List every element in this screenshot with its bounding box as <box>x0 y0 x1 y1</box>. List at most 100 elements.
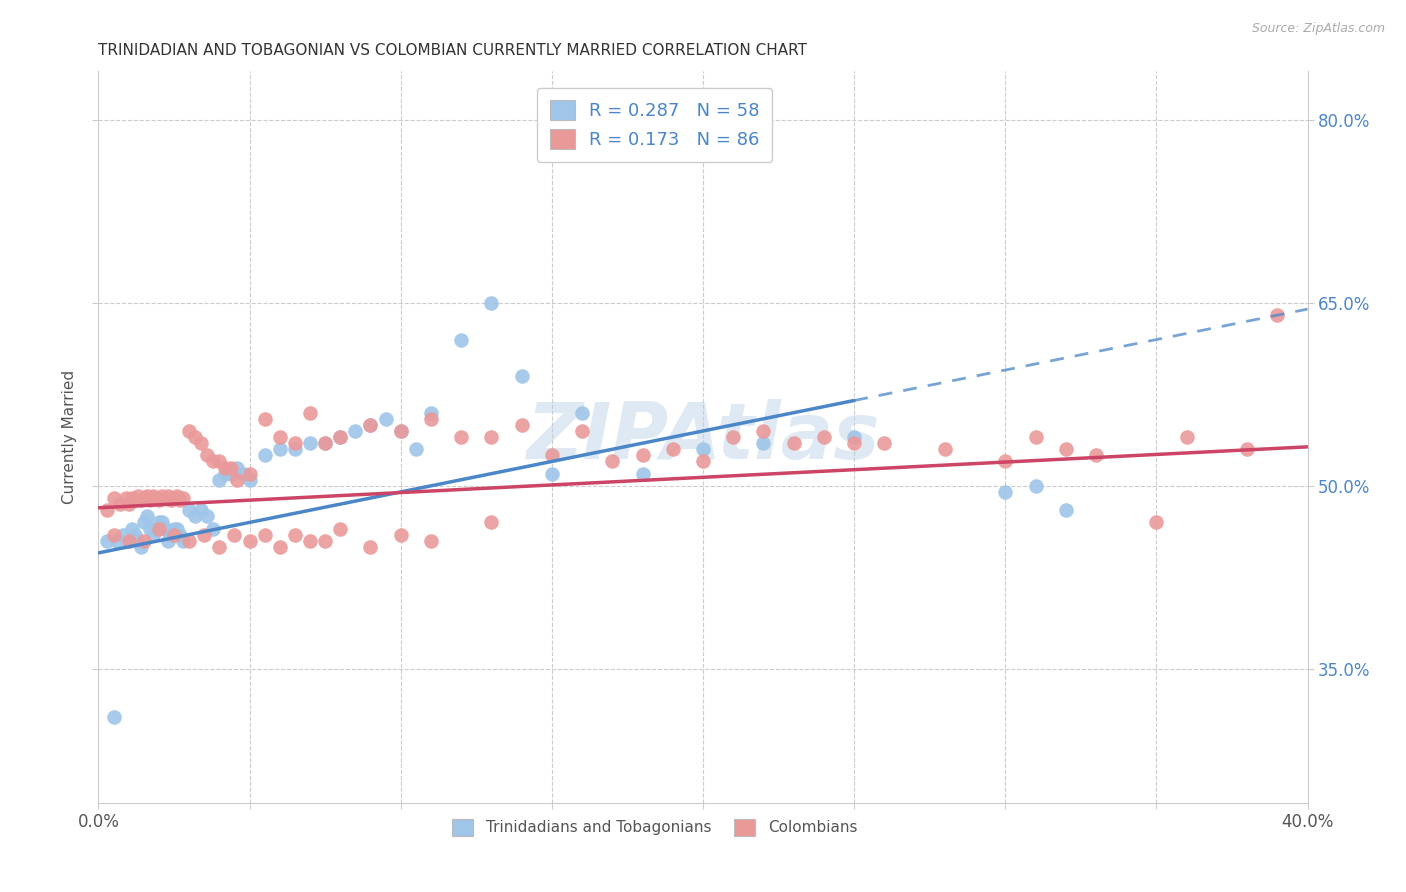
Point <box>163 491 186 505</box>
Point <box>150 516 173 530</box>
Point <box>132 533 155 548</box>
Point <box>269 442 291 457</box>
Point <box>299 436 322 450</box>
Point <box>873 436 896 450</box>
Point <box>329 521 352 535</box>
Point <box>752 424 775 438</box>
Point <box>208 540 231 554</box>
Point <box>172 491 194 505</box>
Point <box>226 473 249 487</box>
Point <box>844 430 866 444</box>
Point <box>239 467 262 481</box>
Point <box>540 448 562 462</box>
Point <box>269 430 291 444</box>
Point <box>405 442 427 457</box>
Point <box>118 533 141 548</box>
Text: Source: ZipAtlas.com: Source: ZipAtlas.com <box>1251 22 1385 36</box>
Point <box>239 473 262 487</box>
Point <box>360 417 382 432</box>
Point <box>132 491 155 505</box>
Point <box>202 454 225 468</box>
Point <box>226 460 249 475</box>
Text: ZIPAtlas: ZIPAtlas <box>526 399 880 475</box>
Point <box>172 533 194 548</box>
Point <box>118 533 141 548</box>
Point <box>692 454 714 468</box>
Point <box>299 533 322 548</box>
Point <box>153 521 176 535</box>
Point <box>314 436 336 450</box>
Point <box>752 436 775 450</box>
Point <box>284 436 307 450</box>
Point <box>105 533 128 548</box>
Point <box>156 533 179 548</box>
Point <box>239 533 262 548</box>
Point <box>344 424 367 438</box>
Point <box>132 516 155 530</box>
Point <box>108 497 131 511</box>
Point <box>184 509 207 524</box>
Point <box>631 467 654 481</box>
Point <box>163 521 186 535</box>
Point <box>127 489 149 503</box>
Point <box>1054 503 1077 517</box>
Point <box>1024 430 1046 444</box>
Point <box>360 417 382 432</box>
Point <box>127 533 149 548</box>
Point <box>111 527 134 541</box>
Point <box>221 460 243 475</box>
Point <box>481 516 503 530</box>
Point <box>329 430 352 444</box>
Point <box>145 491 167 505</box>
Point <box>195 448 218 462</box>
Point <box>148 516 170 530</box>
Point <box>129 493 152 508</box>
Point <box>96 533 118 548</box>
Point <box>145 521 167 535</box>
Point <box>166 521 188 535</box>
Point <box>160 527 183 541</box>
Point <box>124 527 146 541</box>
Point <box>224 527 246 541</box>
Point <box>692 442 714 457</box>
Point <box>169 493 191 508</box>
Point <box>389 424 412 438</box>
Point <box>1236 442 1258 457</box>
Point <box>1024 479 1046 493</box>
Point <box>232 467 254 481</box>
Point <box>114 491 136 505</box>
Point <box>142 527 165 541</box>
Point <box>142 489 165 503</box>
Point <box>1267 308 1289 322</box>
Point <box>121 491 143 505</box>
Point <box>179 424 201 438</box>
Point <box>994 484 1017 499</box>
Point <box>420 533 443 548</box>
Point <box>844 436 866 450</box>
Text: TRINIDADIAN AND TOBAGONIAN VS COLOMBIAN CURRENTLY MARRIED CORRELATION CHART: TRINIDADIAN AND TOBAGONIAN VS COLOMBIAN … <box>98 43 807 58</box>
Point <box>389 527 412 541</box>
Point <box>374 411 396 425</box>
Point <box>190 503 212 517</box>
Point <box>179 533 201 548</box>
Point <box>193 527 215 541</box>
Point <box>148 493 170 508</box>
Point <box>135 489 157 503</box>
Point <box>783 436 806 450</box>
Point <box>510 369 533 384</box>
Point <box>314 533 336 548</box>
Point <box>214 467 236 481</box>
Point <box>202 521 225 535</box>
Point <box>103 527 125 541</box>
Point <box>208 473 231 487</box>
Point <box>450 430 472 444</box>
Point <box>221 467 243 481</box>
Point <box>450 333 472 347</box>
Point <box>481 296 503 310</box>
Point <box>284 442 307 457</box>
Point <box>124 493 146 508</box>
Point <box>103 491 125 505</box>
Point <box>163 527 186 541</box>
Point <box>510 417 533 432</box>
Point <box>1175 430 1198 444</box>
